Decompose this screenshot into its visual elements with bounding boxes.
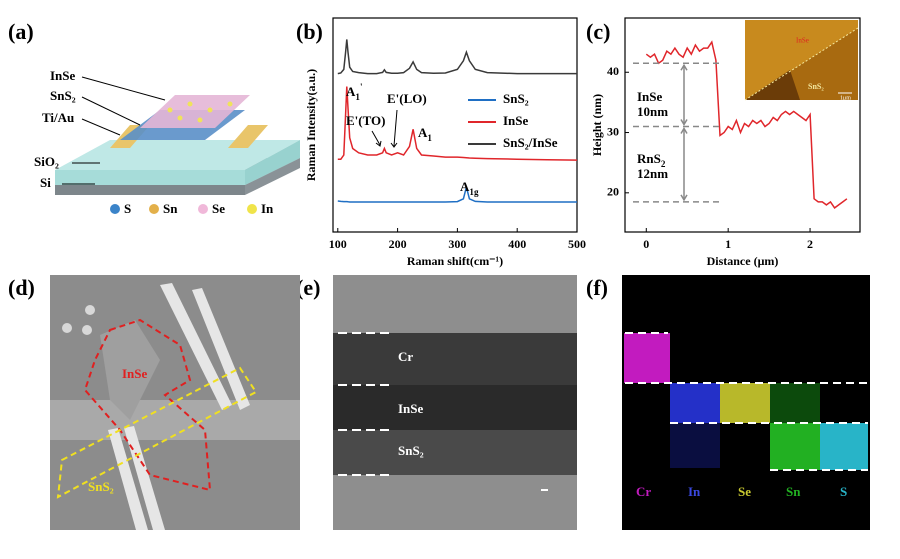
data-line (337, 186, 577, 203)
sem-image (50, 275, 300, 530)
panel-label: (a) (8, 19, 34, 44)
panel-label: (b) (296, 19, 323, 44)
layer-label: SnS₂ (398, 443, 424, 458)
element-label: Cr (636, 484, 651, 499)
annotation: InSe (637, 89, 663, 104)
annotation-base: A (460, 179, 470, 194)
afm-inset (744, 20, 859, 101)
layer-label: Si (40, 175, 51, 190)
layer-label: SiO₂ (34, 154, 59, 169)
data-line (645, 40, 848, 209)
inset-label: SnS₂ (808, 82, 824, 91)
element-label: In (688, 484, 701, 499)
y-tick-label: 30 (607, 124, 619, 138)
plot-frame (624, 17, 861, 233)
annotation-sub: 1 (355, 92, 360, 102)
annotation-sup: ' (360, 82, 363, 92)
x-tick-label: 300 (448, 237, 466, 251)
arrow-head (680, 63, 688, 126)
annotation-base: 12nm (637, 166, 668, 181)
layer-label: Ti/Au (42, 110, 74, 125)
region-label: InSe (122, 366, 148, 381)
panel-label: (d) (8, 275, 35, 300)
data-line (337, 86, 578, 161)
annotation: A1 (418, 125, 432, 143)
scale-bar-label: 1μm (840, 95, 851, 101)
y-tick-label: 40 (607, 64, 619, 78)
element-label: Sn (786, 484, 801, 499)
annotation-base: A (346, 84, 356, 99)
annotation: A1g (460, 179, 479, 197)
x-tick-label: 2 (807, 237, 813, 251)
layer-label: SnS₂ (50, 88, 76, 103)
annotation-base: InSe (637, 89, 663, 104)
data-line (337, 39, 577, 75)
annotation: A1' (346, 82, 362, 102)
annotation: 10nm (637, 104, 668, 119)
element-label: Se (738, 484, 751, 499)
annotation-sub: 1 (427, 133, 432, 143)
legend-label: In (261, 201, 274, 216)
arrow-head (680, 127, 688, 202)
element-label: S (840, 484, 847, 499)
legend-label: SnS₂ (503, 91, 529, 106)
annotation: E'(LO) (387, 91, 427, 106)
device-illustration (55, 76, 300, 214)
y-axis-title: Raman Intensity(a.u.) (304, 69, 318, 181)
plot-frame (332, 17, 578, 233)
legend-label: S (124, 201, 131, 216)
annotation-base: 10nm (637, 104, 668, 119)
x-tick-label: 1 (725, 237, 731, 251)
annotation: 12nm (637, 166, 668, 181)
annotation-sub: 2 (661, 159, 666, 169)
legend-label: InSe (503, 113, 529, 128)
annotation-sub: 1g (469, 187, 479, 197)
panel-label: (c) (586, 19, 610, 44)
layer-label: InSe (50, 68, 76, 83)
annotation-arrow (371, 109, 398, 148)
annotation: RnS2 (637, 151, 666, 169)
annotation-base: E'(TO) (346, 113, 386, 128)
legend-label: Sn (163, 201, 178, 216)
annotation-base: E'(LO) (387, 91, 427, 106)
inset-label: InSe (796, 37, 809, 45)
annotation-base: A (418, 125, 428, 140)
annotation: E'(TO) (346, 113, 386, 128)
panel-label: (f) (586, 275, 608, 300)
x-axis-title: Distance (μm) (707, 254, 779, 268)
x-axis-title: Raman shift(cm⁻¹) (407, 254, 503, 268)
x-tick-label: 500 (568, 237, 586, 251)
panel-label: (e) (296, 275, 320, 300)
legend-label: SnS₂/InSe (503, 135, 558, 150)
x-tick-label: 400 (508, 237, 526, 251)
x-tick-label: 0 (643, 237, 649, 251)
y-axis-title: Height (nm) (590, 94, 604, 156)
legend-label: Se (212, 201, 225, 216)
y-tick-label: 20 (607, 185, 619, 199)
annotation-base: RnS (637, 151, 661, 166)
layer-label: InSe (398, 401, 424, 416)
eds-map (622, 275, 870, 530)
x-tick-label: 100 (329, 237, 347, 251)
layer-label: Cr (398, 349, 413, 364)
region-label: SnS₂ (88, 479, 114, 494)
tem-image (333, 275, 577, 530)
x-tick-label: 200 (389, 237, 407, 251)
